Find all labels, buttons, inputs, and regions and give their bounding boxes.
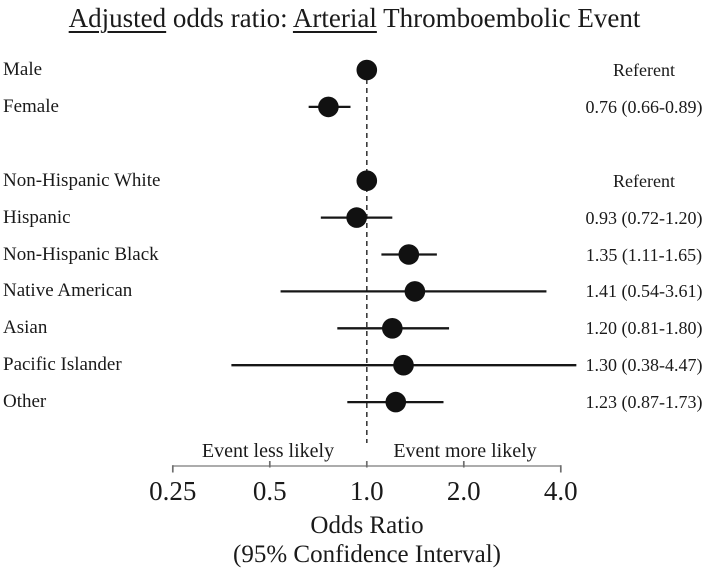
- chart-title: Adjusted odds ratio: Arterial Thromboemb…: [0, 2, 709, 34]
- row-value: 1.23 (0.87-1.73): [585, 392, 703, 413]
- row-label: Pacific Islander: [3, 354, 122, 376]
- or-dot: [318, 96, 339, 118]
- title-segment: odds ratio:: [166, 3, 293, 33]
- row-label: Asian: [3, 317, 48, 339]
- x-axis-title-line1: Odds Ratio: [310, 512, 424, 539]
- or-dot: [382, 318, 403, 339]
- title-segment: Thromboembolic Event: [376, 3, 641, 33]
- row-label: Native American: [3, 280, 133, 302]
- row-value: Referent: [613, 60, 675, 80]
- row-label: Male: [3, 59, 43, 80]
- or-dot: [393, 354, 414, 376]
- row-label: Other: [3, 391, 47, 413]
- or-dot: [356, 170, 378, 191]
- row-label: Non-Hispanic White: [3, 169, 161, 191]
- row-label: Female: [3, 95, 59, 117]
- row-value: 1.41 (0.54-3.61): [585, 281, 703, 302]
- annotation-event-more-likely: Event more likely: [393, 440, 537, 462]
- row-label: Non-Hispanic Black: [3, 243, 159, 265]
- row-value: 0.76 (0.66-0.89): [585, 96, 703, 117]
- or-dot: [356, 59, 378, 81]
- row-value: 0.93 (0.72-1.20): [585, 207, 703, 228]
- x-axis-tick-label: 0.25: [149, 476, 197, 506]
- or-dot: [385, 391, 407, 413]
- row-label: Hispanic: [3, 206, 71, 228]
- row-value: 1.20 (0.81-1.80): [585, 318, 703, 339]
- x-axis-title-line2: (95% Confidence Interval): [233, 541, 501, 568]
- annotation-event-less-likely: Event less likely: [201, 440, 335, 462]
- x-axis-tick-label: 1.0: [349, 476, 384, 506]
- row-value: 1.30 (0.38-4.47): [585, 355, 703, 376]
- row-value: 1.35 (1.11-1.65): [585, 244, 703, 265]
- x-axis-tick-label: 0.5: [252, 476, 287, 506]
- title-segment-underlined: Adjusted: [68, 3, 167, 33]
- or-dot: [398, 244, 420, 265]
- row-value: Referent: [613, 170, 675, 191]
- x-axis-title: Odds Ratio (95% Confidence Interval): [217, 511, 517, 569]
- or-dot: [346, 207, 367, 228]
- x-axis-tick-label: 4.0: [543, 476, 578, 506]
- x-axis-tick-label: 2.0: [446, 476, 481, 506]
- title-segment-underlined: Arterial: [292, 3, 377, 33]
- or-dot: [404, 281, 426, 302]
